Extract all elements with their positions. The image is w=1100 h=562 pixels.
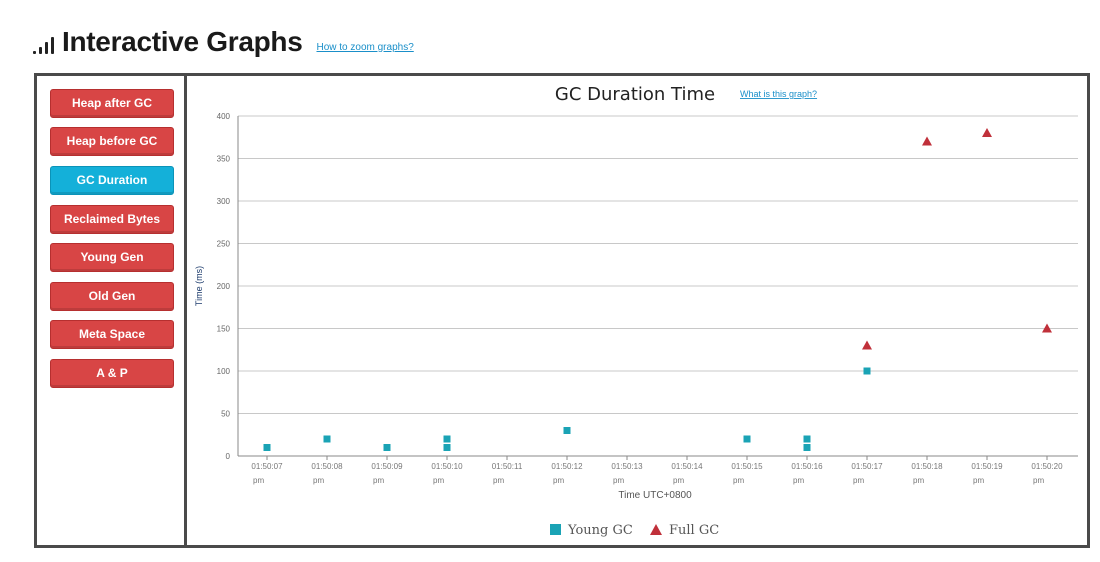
heap-before-gc-button[interactable]: Heap before GC [50, 127, 174, 156]
young-gc-point [563, 427, 571, 434]
young-gc-point [743, 435, 751, 443]
x-tick-label-suffix: pm [253, 476, 264, 485]
heap-after-gc-button[interactable]: Heap after GC [50, 89, 174, 118]
x-tick-label-suffix: pm [373, 476, 384, 485]
y-tick-label: 300 [217, 197, 231, 206]
x-tick-label: 01:50:08 [311, 462, 343, 471]
young-gc-point [803, 444, 811, 451]
x-tick-label: 01:50:09 [371, 462, 403, 471]
x-tick-label-suffix: pm [853, 476, 864, 485]
gc-duration-button[interactable]: GC Duration [50, 166, 174, 195]
x-tick-label-suffix: pm [673, 476, 684, 485]
meta-space-button[interactable]: Meta Space [50, 320, 174, 349]
graph-panel: Heap after GC Heap before GC GC Duration… [34, 73, 1090, 548]
legend-full-gc-label: Full GC [669, 523, 719, 538]
zoom-help-link[interactable]: How to zoom graphs? [316, 41, 414, 53]
legend-young-gc-label: Young GC [567, 523, 633, 538]
x-tick-label: 01:50:17 [851, 462, 883, 471]
x-tick-label: 01:50:19 [971, 462, 1003, 471]
gc-duration-chart: GC Duration Time What is this graph? 0 50 10… [187, 76, 1087, 545]
old-gen-button[interactable]: Old Gen [50, 282, 174, 311]
legend-full-gc-swatch [650, 524, 662, 535]
legend-young-gc-swatch [550, 524, 561, 535]
full-gc-point [1042, 323, 1052, 333]
young-gen-button[interactable]: Young Gen [50, 243, 174, 272]
full-gc-point [982, 128, 992, 137]
young-gc-point [323, 435, 331, 443]
chart-svg: GC Duration Time What is this graph? 0 50 10… [194, 84, 1078, 538]
x-axis-label: Time UTC+0800 [618, 490, 692, 501]
young-gc-point [383, 444, 391, 451]
reclaimed-bytes-button[interactable]: Reclaimed Bytes [50, 205, 174, 234]
young-gc-point [443, 435, 451, 443]
page-header: Interactive Graphs How to zoom graphs? [33, 24, 414, 60]
x-tick-label-suffix: pm [913, 476, 924, 485]
x-tick-label-suffix: pm [313, 476, 324, 485]
x-tick-label: 01:50:16 [791, 462, 823, 471]
graph-sidebar: Heap after GC Heap before GC GC Duration… [37, 76, 187, 545]
young-gc-point [863, 367, 871, 375]
x-tick-label: 01:50:15 [731, 462, 763, 471]
x-tick-label-suffix: pm [973, 476, 984, 485]
x-tick-label: 01:50:12 [551, 462, 583, 471]
x-tick-label: 01:50:18 [911, 462, 943, 471]
x-tick-label-suffix: pm [553, 476, 564, 485]
x-tick-label-suffix: pm [433, 476, 444, 485]
full-gc-point [862, 340, 872, 350]
page-title: Interactive Graphs [62, 26, 303, 57]
y-tick-label: 100 [217, 367, 231, 376]
x-tick-label-suffix: pm [733, 476, 744, 485]
x-tick-label: 01:50:13 [611, 462, 643, 471]
x-tick-label: 01:50:07 [251, 462, 283, 471]
y-tick-label: 0 [226, 452, 231, 461]
x-tick-label-suffix: pm [493, 476, 504, 485]
y-tick-label: 400 [217, 112, 231, 121]
y-tick-label: 250 [217, 240, 231, 249]
x-tick-label-suffix: pm [1033, 476, 1044, 485]
x-tick-label: 01:50:20 [1031, 462, 1063, 471]
signal-bars-icon [33, 34, 54, 54]
x-tick-label: 01:50:11 [492, 462, 523, 471]
x-tick-label-suffix: pm [613, 476, 624, 485]
y-tick-label: 150 [217, 325, 231, 334]
y-tick-label: 50 [221, 410, 230, 419]
full-gc-point [922, 136, 932, 146]
a-and-p-button[interactable]: A & P [50, 359, 174, 388]
x-tick-label-suffix: pm [793, 476, 804, 485]
y-tick-label: 350 [217, 155, 231, 164]
y-axis-label: Time (ms) [194, 266, 204, 306]
young-gc-point [443, 444, 451, 451]
chart-title: GC Duration Time [555, 84, 715, 105]
young-gc-point [803, 435, 811, 443]
x-tick-label: 01:50:14 [671, 462, 703, 471]
graph-help-link[interactable]: What is this graph? [740, 89, 817, 99]
x-tick-label: 01:50:10 [431, 462, 463, 471]
young-gc-point [263, 444, 271, 451]
y-tick-label: 200 [217, 282, 231, 291]
